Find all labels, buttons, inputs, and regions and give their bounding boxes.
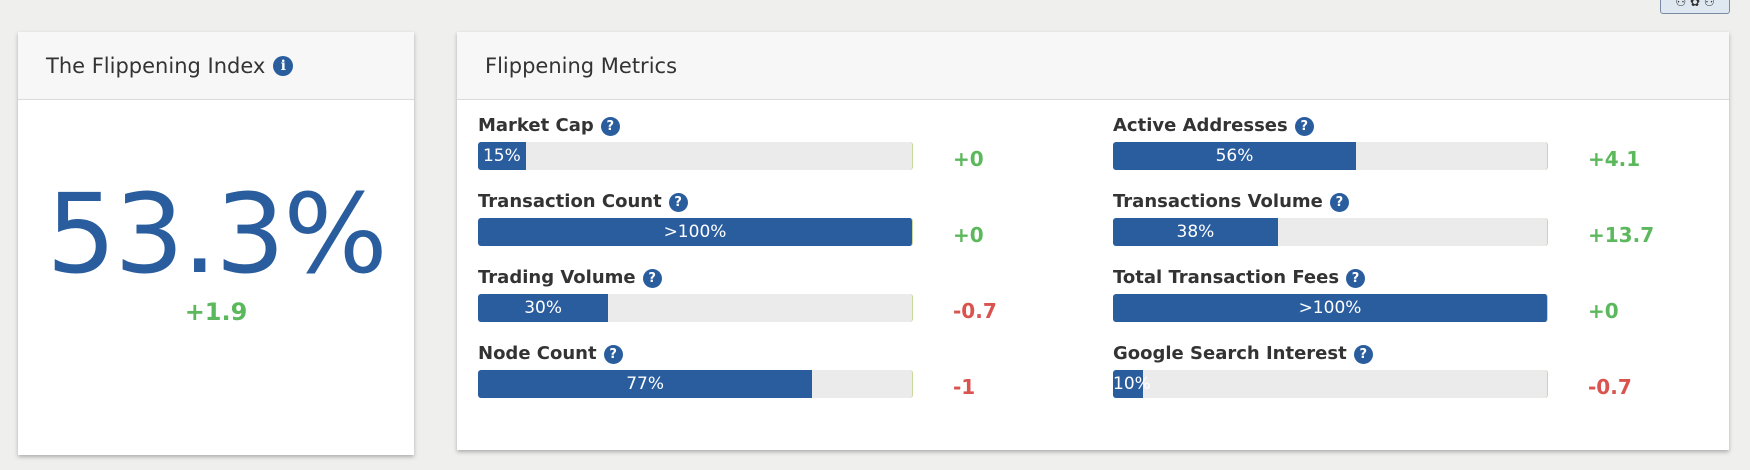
metric-label-text: Transaction Count [478, 191, 662, 212]
progress-bar-fill: >100% [478, 218, 912, 246]
metrics-card-header: Flippening Metrics [457, 32, 1729, 100]
index-card-title: The Flippening Index [46, 53, 266, 78]
corner-widget[interactable]: ⚇ ✿ ⚇ [1660, 0, 1730, 14]
metric-label-text: Node Count [478, 343, 597, 364]
metrics-card-title: Flippening Metrics [485, 53, 678, 78]
metric-change: -0.7 [953, 299, 997, 323]
metric-google-search-interest: Google Search Interest? 10% -0.7 [1113, 341, 1693, 411]
progress-bar-fill: 15% [478, 142, 526, 170]
question-circle-icon[interactable]: ? [1353, 345, 1373, 364]
index-card-body: 53.3% +1.9 [18, 178, 414, 326]
metric-change: +13.7 [1588, 223, 1655, 247]
progress-bar-fill: 30% [478, 294, 609, 322]
question-circle-icon[interactable]: ? [600, 117, 620, 136]
progress-bar-fill: 77% [478, 370, 813, 398]
question-circle-icon[interactable]: ? [1329, 193, 1349, 212]
metric-change: -0.7 [1588, 375, 1632, 399]
metric-label-text: Market Cap [478, 115, 594, 136]
progress-bar: 38% [1113, 218, 1548, 246]
metric-change: +0 [1588, 299, 1619, 323]
progress-bar-fill: >100% [1113, 294, 1547, 322]
metric-change: +4.1 [1588, 147, 1641, 171]
question-circle-icon[interactable]: ? [1294, 117, 1314, 136]
metric-transaction-count: Transaction Count? >100% +0 [478, 189, 1058, 259]
metric-label-text: Total Transaction Fees [1113, 267, 1340, 288]
progress-bar: 30% [478, 294, 913, 322]
progress-bar: 10% [1113, 370, 1548, 398]
metric-label: Node Count? [478, 341, 1058, 367]
progress-bar: 77% [478, 370, 913, 398]
index-change: +1.9 [184, 298, 248, 326]
metric-active-addresses: Active Addresses? 56% +4.1 [1113, 113, 1693, 183]
progress-bar-fill: 56% [1113, 142, 1357, 170]
question-circle-icon[interactable]: ? [1346, 269, 1366, 288]
metric-label: Market Cap? [478, 113, 1058, 139]
question-circle-icon[interactable]: ? [603, 345, 623, 364]
metric-label-text: Trading Volume [478, 267, 636, 288]
metric-trading-volume: Trading Volume? 30% -0.7 [478, 265, 1058, 335]
question-circle-icon[interactable]: ? [668, 193, 688, 212]
metric-label: Active Addresses? [1113, 113, 1693, 139]
metric-label-text: Transactions Volume [1113, 191, 1323, 212]
metric-label: Total Transaction Fees? [1113, 265, 1693, 291]
metric-market-cap: Market Cap? 15% +0 [478, 113, 1058, 183]
progress-bar: 15% [478, 142, 913, 170]
question-circle-icon[interactable]: ? [642, 269, 662, 288]
progress-bar: >100% [1113, 294, 1548, 322]
metric-label-text: Active Addresses [1113, 115, 1288, 136]
metric-label: Google Search Interest? [1113, 341, 1693, 367]
progress-bar-fill: 38% [1113, 218, 1278, 246]
flippening-index-card: The Flippening Index i 53.3% +1.9 [18, 32, 414, 455]
progress-bar: 56% [1113, 142, 1548, 170]
metric-label-text: Google Search Interest [1113, 343, 1347, 364]
metric-total-transaction-fees: Total Transaction Fees? >100% +0 [1113, 265, 1693, 335]
metric-label: Transaction Count? [478, 189, 1058, 215]
metric-node-count: Node Count? 77% -1 [478, 341, 1058, 411]
metric-label: Transactions Volume? [1113, 189, 1693, 215]
metric-label: Trading Volume? [478, 265, 1058, 291]
progress-bar-fill: 10% [1113, 370, 1151, 398]
metric-change: +0 [953, 223, 984, 247]
index-card-header: The Flippening Index i [18, 32, 414, 100]
index-value: 53.3% [46, 170, 387, 298]
info-icon[interactable]: i [273, 55, 294, 76]
progress-bar: >100% [478, 218, 913, 246]
metric-change: +0 [953, 147, 984, 171]
metric-transactions-volume: Transactions Volume? 38% +13.7 [1113, 189, 1693, 259]
metric-change: -1 [953, 375, 976, 399]
flippening-metrics-card: Flippening Metrics Market Cap? 15% +0 Activ… [457, 32, 1729, 450]
